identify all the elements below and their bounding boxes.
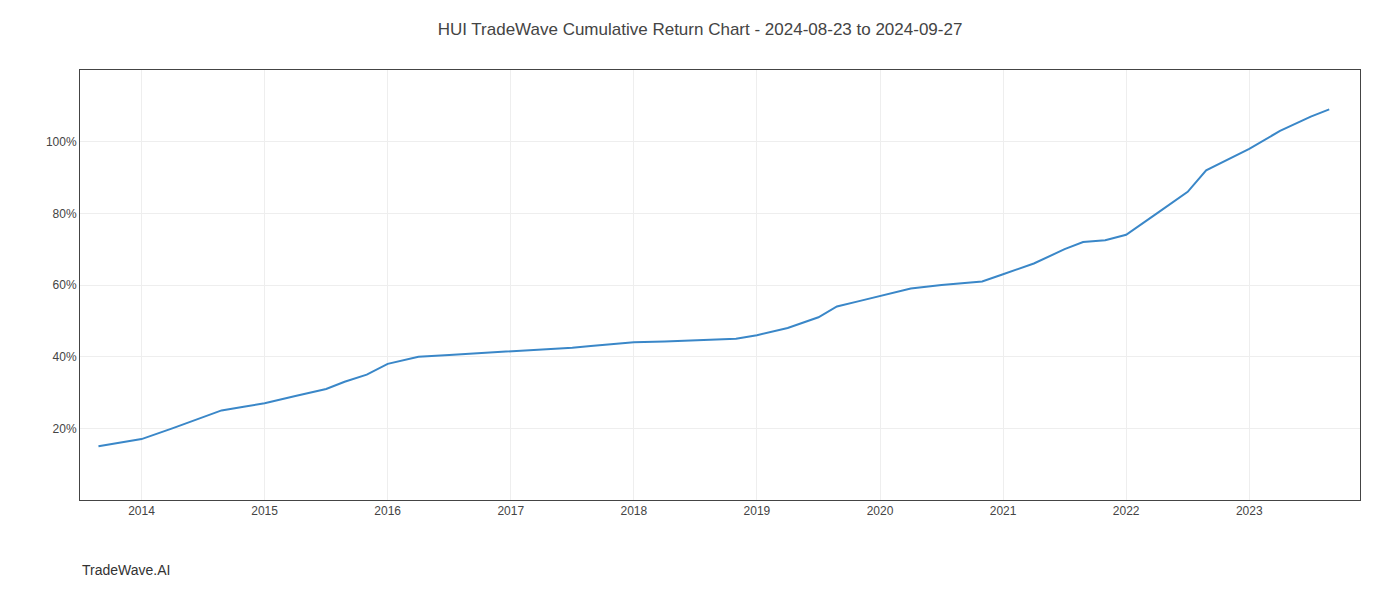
svg-text:80%: 80% xyxy=(53,207,77,221)
svg-text:2018: 2018 xyxy=(620,504,647,518)
svg-text:60%: 60% xyxy=(53,278,77,292)
svg-text:2019: 2019 xyxy=(744,504,771,518)
svg-text:HUI TradeWave Cumulative Retur: HUI TradeWave Cumulative Return Chart - … xyxy=(438,20,963,39)
svg-text:100%: 100% xyxy=(46,135,77,149)
svg-text:20%: 20% xyxy=(53,422,77,436)
svg-text:TradeWave.AI: TradeWave.AI xyxy=(82,562,170,578)
svg-text:2022: 2022 xyxy=(1113,504,1140,518)
svg-text:40%: 40% xyxy=(53,350,77,364)
svg-text:2014: 2014 xyxy=(128,504,155,518)
svg-text:2016: 2016 xyxy=(374,504,401,518)
svg-text:2015: 2015 xyxy=(251,504,278,518)
svg-text:2017: 2017 xyxy=(497,504,524,518)
svg-text:2020: 2020 xyxy=(867,504,894,518)
svg-text:2023: 2023 xyxy=(1236,504,1263,518)
svg-text:2021: 2021 xyxy=(990,504,1017,518)
